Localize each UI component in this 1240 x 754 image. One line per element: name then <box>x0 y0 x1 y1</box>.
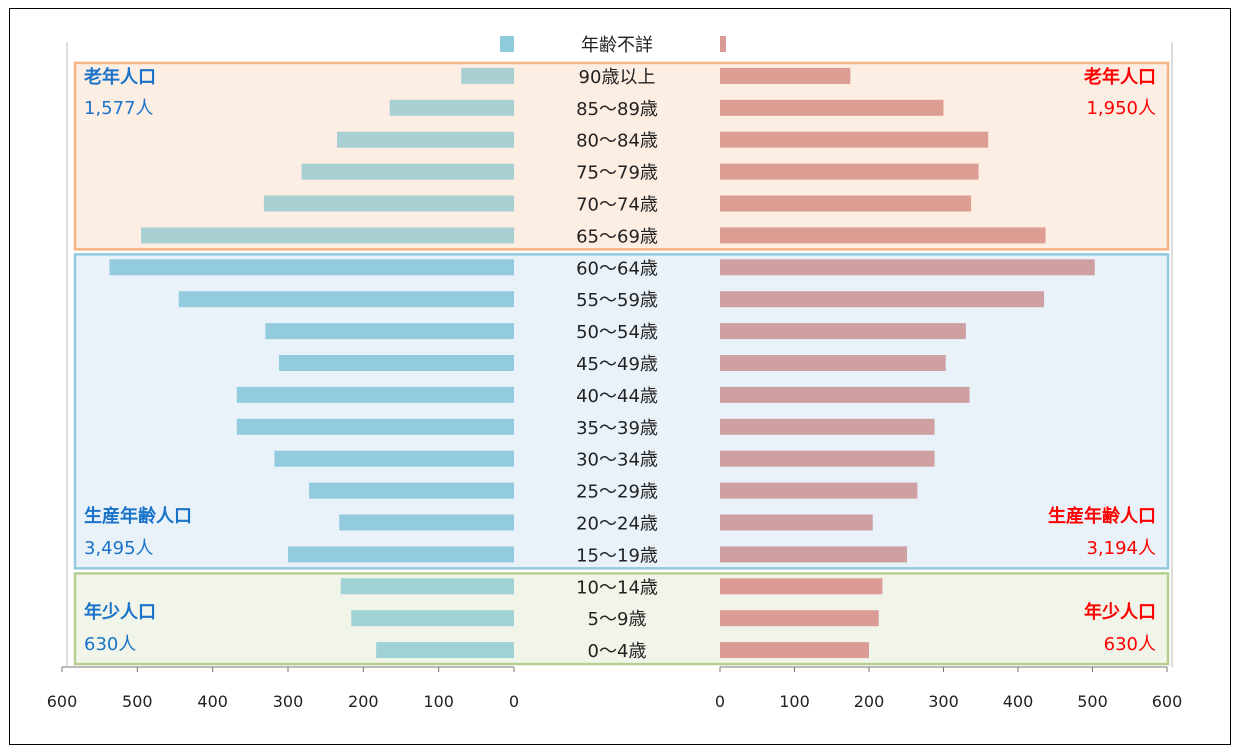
age-label-11: 40～44歳 <box>576 386 658 407</box>
bar-male-13 <box>274 451 514 467</box>
bar-male-17 <box>341 578 514 594</box>
tick-left-label-3: 300 <box>273 692 304 711</box>
children-female-count: 630人 <box>1104 634 1156 656</box>
bar-male-10 <box>279 355 514 371</box>
bar-female-8 <box>720 291 1044 307</box>
bar-male-6 <box>141 227 514 243</box>
age-label-16: 15～19歳 <box>576 545 658 566</box>
tick-left-label-6: 0 <box>509 692 519 711</box>
working-male-count: 3,495人 <box>84 538 154 560</box>
age-label-15: 20～24歳 <box>576 514 658 535</box>
tick-left-label-1: 500 <box>122 692 153 711</box>
bar-female-14 <box>720 483 917 499</box>
children-male-label: 年少人口 <box>84 602 156 624</box>
bar-female-13 <box>720 451 935 467</box>
elderly-female-label: 老年人口 <box>1084 67 1156 89</box>
age-label-3: 80～84歳 <box>576 131 658 152</box>
age-label-7: 60～64歳 <box>576 258 658 279</box>
tick-right-label-5: 500 <box>1077 692 1108 711</box>
bar-male-15 <box>339 515 514 531</box>
age-label-9: 50～54歳 <box>576 322 658 343</box>
age-label-2: 85～89歳 <box>576 99 658 120</box>
bar-female-16 <box>720 546 907 562</box>
bar-female-11 <box>720 387 970 403</box>
working-female-label: 生産年齢人口 <box>1048 506 1156 528</box>
age-label-14: 25～29歳 <box>576 482 658 503</box>
bar-female-17 <box>720 578 882 594</box>
bar-female-19 <box>720 642 869 658</box>
age-label-5: 70～74歳 <box>576 195 658 216</box>
tick-left-label-5: 100 <box>423 692 454 711</box>
bar-male-3 <box>337 132 514 148</box>
bar-male-4 <box>302 164 514 180</box>
children-female-label: 年少人口 <box>1084 602 1156 624</box>
bar-male-1 <box>461 68 514 84</box>
tick-left-label-0: 600 <box>47 692 78 711</box>
bar-female-10 <box>720 355 946 371</box>
bar-female-7 <box>720 259 1095 275</box>
bar-male-12 <box>237 419 514 435</box>
age-label-6: 65～69歳 <box>576 226 658 247</box>
tick-right-label-0: 0 <box>715 692 725 711</box>
age-label-13: 30～34歳 <box>576 450 658 471</box>
bar-female-12 <box>720 419 935 435</box>
bar-female-1 <box>720 68 850 84</box>
age-label-19: 0～4歳 <box>588 641 647 662</box>
elderly-group-box <box>75 63 1168 249</box>
bar-male-19 <box>376 642 514 658</box>
tick-right-label-4: 400 <box>1003 692 1034 711</box>
elderly-male-label: 老年人口 <box>84 67 156 89</box>
age-label-17: 10～14歳 <box>576 577 658 598</box>
tick-right-label-2: 200 <box>854 692 885 711</box>
bar-male-2 <box>390 100 514 116</box>
bar-female-3 <box>720 132 988 148</box>
age-label-1: 90歳以上 <box>579 67 656 88</box>
bar-male-16 <box>288 546 514 562</box>
bar-male-8 <box>179 291 514 307</box>
bar-female-2 <box>720 100 944 116</box>
bar-male-9 <box>265 323 514 339</box>
bar-female-15 <box>720 515 873 531</box>
bar-female-6 <box>720 227 1046 243</box>
tick-left-label-2: 400 <box>197 692 228 711</box>
bar-male-14 <box>309 483 514 499</box>
bar-male-18 <box>351 610 514 626</box>
elderly-female-count: 1,950人 <box>1086 98 1156 120</box>
bar-female-9 <box>720 323 966 339</box>
tick-left-label-4: 200 <box>348 692 379 711</box>
legend-label: 年齢不詳 <box>581 35 653 56</box>
elderly-male-count: 1,577人 <box>84 98 154 120</box>
bar-female-5 <box>720 196 971 212</box>
bar-male-11 <box>237 387 514 403</box>
age-label-10: 45～49歳 <box>576 354 658 375</box>
age-label-18: 5～9歳 <box>588 609 647 630</box>
bar-female-4 <box>720 164 979 180</box>
age-label-8: 55～59歳 <box>576 290 658 311</box>
bar-male-5 <box>264 196 514 212</box>
bar-female-18 <box>720 610 879 626</box>
children-male-count: 630人 <box>84 634 136 656</box>
working-female-count: 3,194人 <box>1086 538 1156 560</box>
age-label-4: 75～79歳 <box>576 163 658 184</box>
legend-male-marker <box>500 36 514 52</box>
bar-male-7 <box>109 259 514 275</box>
legend-female-marker <box>720 36 726 52</box>
tick-right-label-6: 600 <box>1152 692 1183 711</box>
working-male-label: 生産年齢人口 <box>84 506 192 528</box>
tick-right-label-1: 100 <box>779 692 810 711</box>
age-label-12: 35～39歳 <box>576 418 658 439</box>
tick-right-label-3: 300 <box>928 692 959 711</box>
